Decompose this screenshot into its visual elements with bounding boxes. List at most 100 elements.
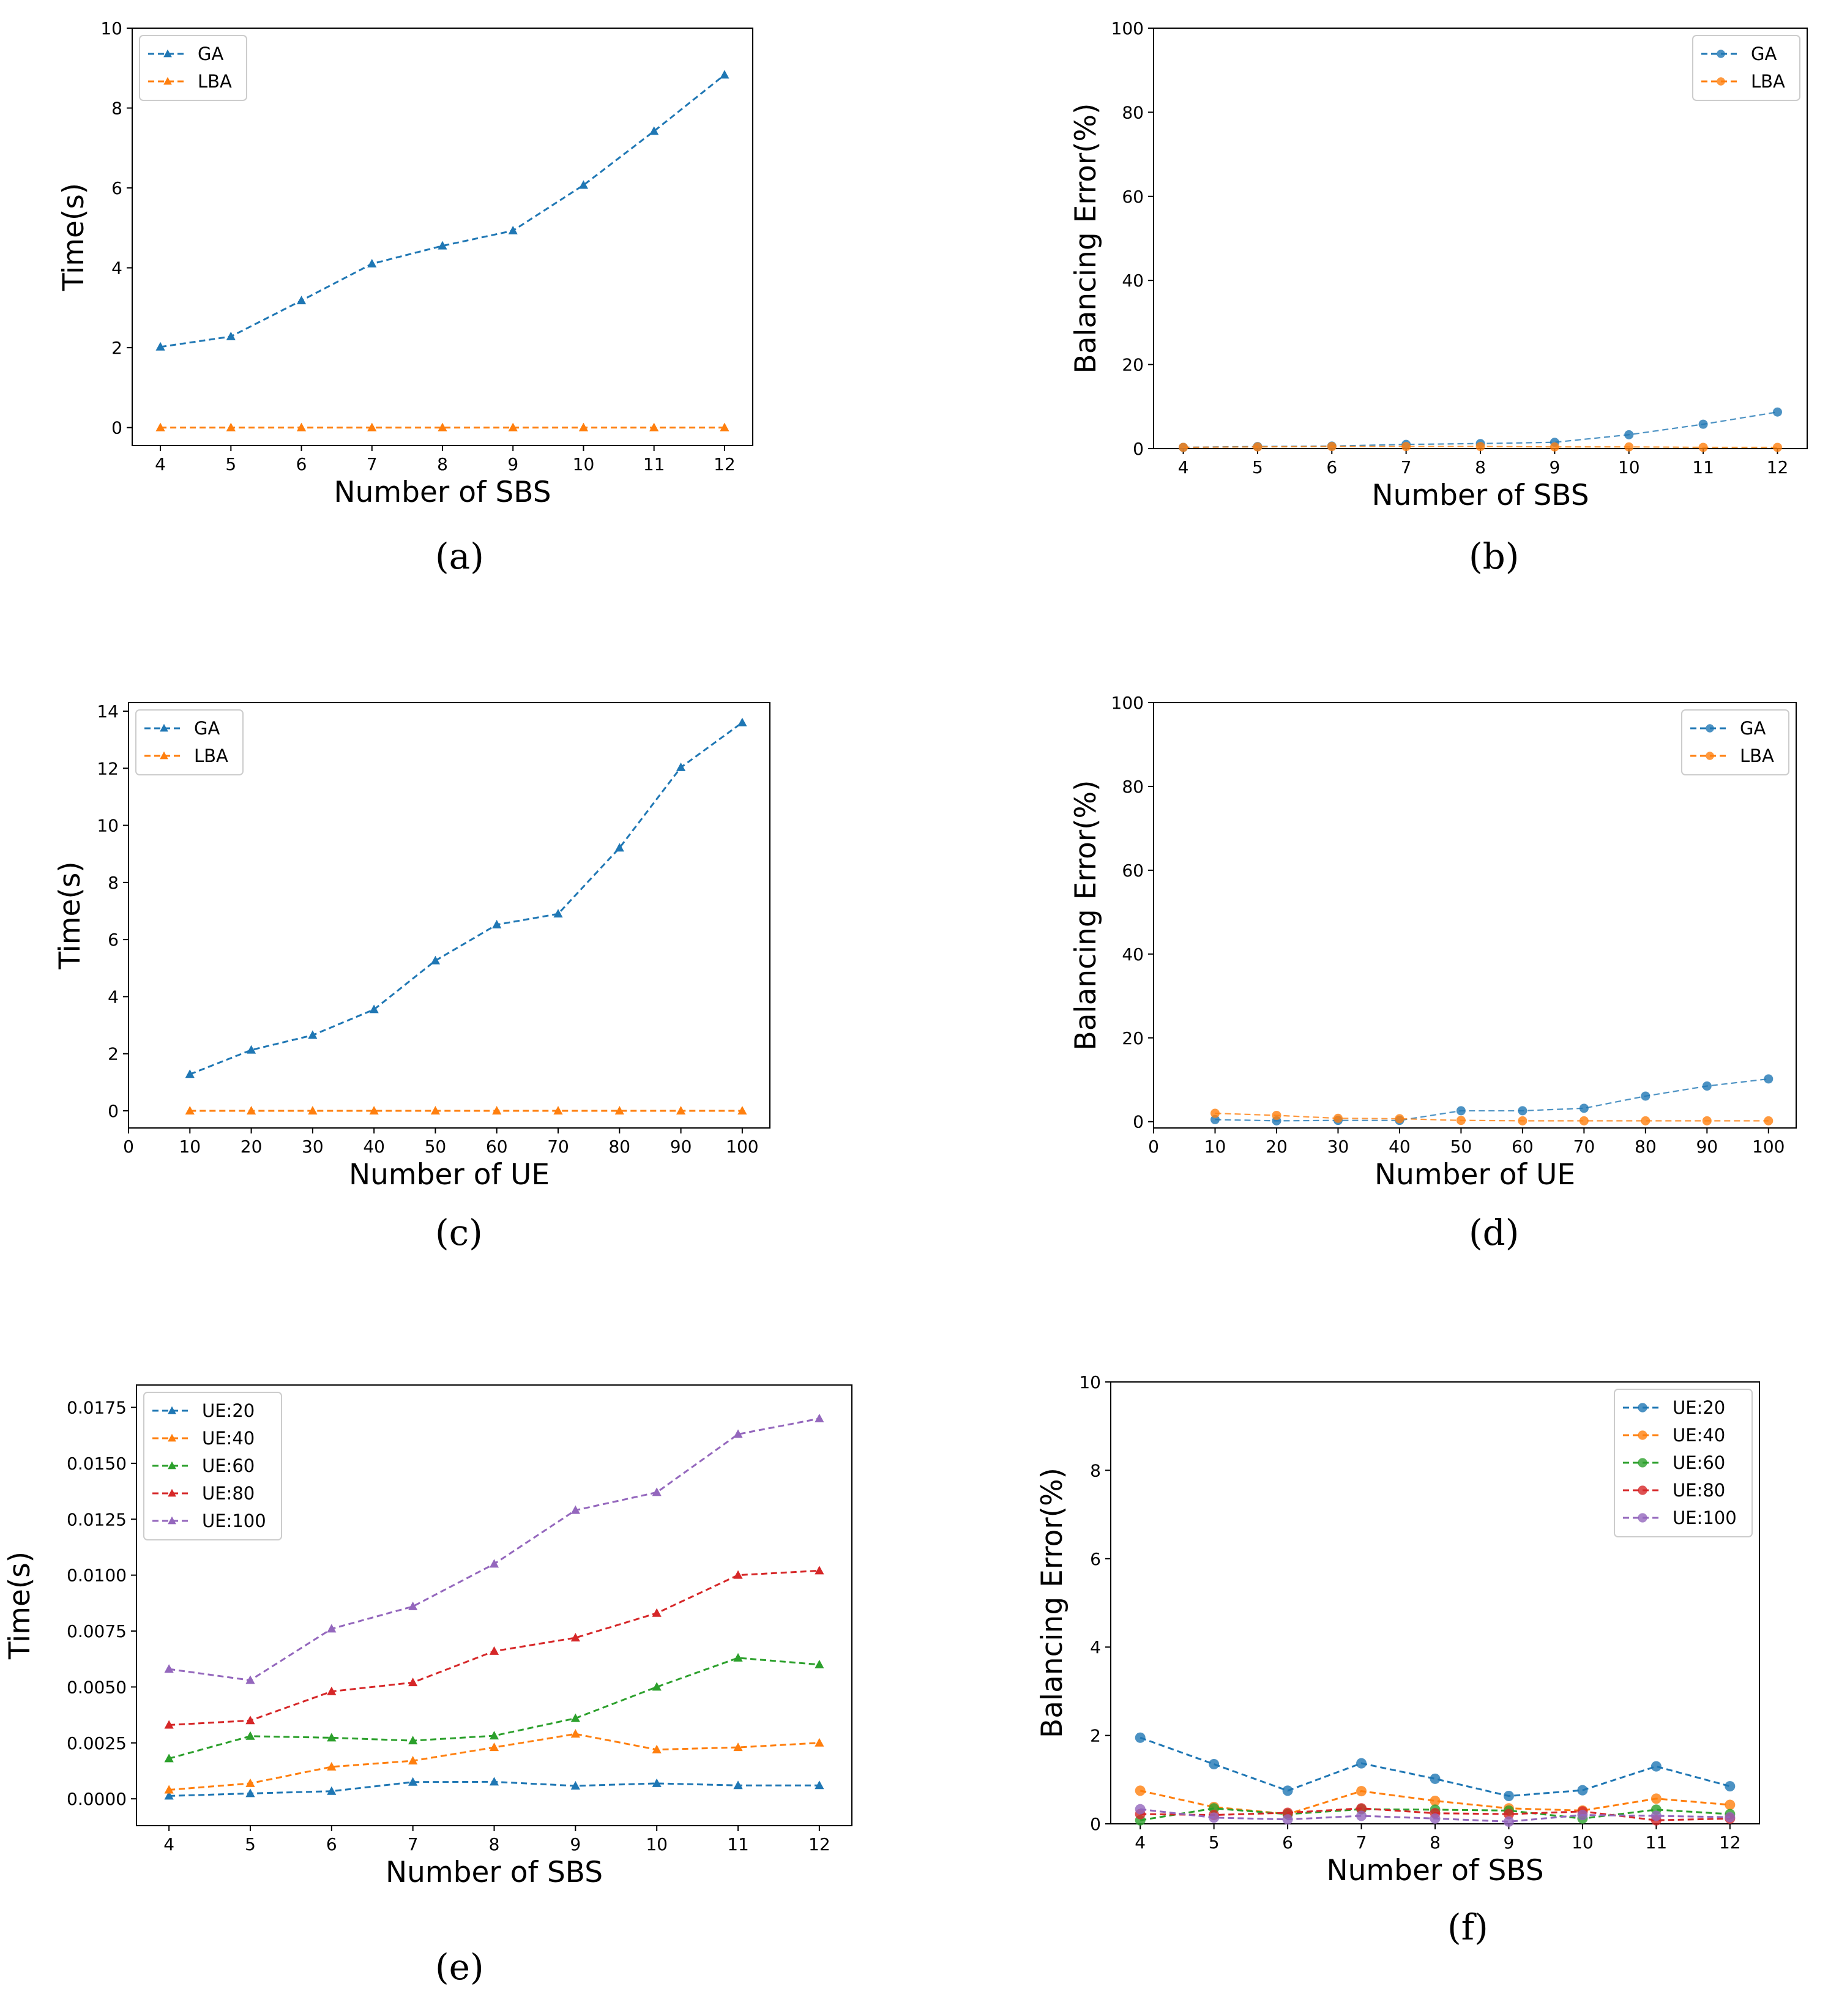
- y-tick-label: 80: [1122, 102, 1144, 122]
- x-tick-label: 10: [573, 454, 595, 474]
- series-lba-line: [1215, 1112, 1769, 1122]
- y-axis-label: Time(s): [57, 183, 91, 291]
- series-lba-point: [720, 422, 729, 431]
- legend-label: UE:40: [1673, 1425, 1725, 1446]
- series-lba-point: [649, 422, 659, 431]
- legend-marker: [1638, 1430, 1647, 1440]
- legend-label: UE:60: [1673, 1452, 1725, 1473]
- series-ue-100-point: [570, 1505, 580, 1514]
- series-ga-point: [226, 331, 236, 340]
- series-ga-point: [1772, 407, 1782, 417]
- x-tick-label: 10: [1204, 1137, 1226, 1157]
- y-tick-label: 2: [111, 338, 122, 358]
- x-tick-label: 11: [1692, 457, 1714, 477]
- x-tick-label: 12: [808, 1834, 830, 1854]
- series-ue-100-point: [815, 1413, 824, 1422]
- series-ue-100-point: [327, 1624, 337, 1633]
- legend: GA LBA: [1692, 35, 1800, 101]
- legend-marker: [160, 723, 168, 732]
- y-axis-label: Time(s): [3, 1551, 37, 1660]
- legend: GA LBA: [1681, 709, 1789, 775]
- caption-c: (c): [435, 1212, 483, 1253]
- x-tick-label: 7: [408, 1834, 419, 1854]
- series-lba-point: [492, 1106, 502, 1115]
- legend-label: LBA: [194, 745, 228, 766]
- y-tick-label: 10: [1079, 1372, 1101, 1392]
- y-tick-label: 0.0025: [67, 1733, 127, 1753]
- x-tick-label: 5: [225, 454, 236, 474]
- y-tick-label: 0.0075: [67, 1621, 127, 1641]
- x-axis-label: Number of UE: [349, 1158, 550, 1192]
- series-ue-20-point: [1430, 1773, 1441, 1784]
- legend-marker: [1638, 1513, 1647, 1523]
- legend: UE:20 UE:40 UE:60 UE:80 UE:100: [143, 1392, 282, 1540]
- x-tick-label: 6: [1326, 457, 1337, 477]
- y-tick-label: 4: [111, 258, 122, 278]
- chart-d: 0 10 20 30 40 50 60 70 80 90 100 0 20 40 60 80 100 Number…: [1069, 693, 1797, 1192]
- series-ue-100-point: [164, 1664, 174, 1673]
- x-tick-label: 10: [1618, 457, 1640, 477]
- series-ue-40-point: [815, 1738, 824, 1747]
- x-tick-label: 9: [1504, 1832, 1515, 1853]
- series-ue-20-point: [815, 1780, 824, 1790]
- series-ga-point: [1641, 1091, 1651, 1101]
- y-tick-label: 14: [97, 701, 119, 722]
- series-ue-60-point: [815, 1659, 824, 1668]
- legend-label: GA: [198, 43, 223, 64]
- series-ga-point: [430, 955, 441, 965]
- x-tick-label: 40: [1389, 1137, 1411, 1157]
- y-tick-label: 4: [108, 987, 119, 1007]
- series-ue-20-point: [1725, 1781, 1736, 1792]
- series-ue-40-point: [1356, 1786, 1367, 1797]
- series-ue-40-point: [652, 1744, 662, 1753]
- series-ue-20-point: [1577, 1785, 1588, 1796]
- series-lba-point: [1272, 1110, 1281, 1120]
- series-ga-point: [578, 180, 589, 189]
- series-lba-point: [1518, 1116, 1528, 1126]
- series-ue-40-point: [408, 1756, 418, 1765]
- y-tick-label: 12: [97, 758, 119, 778]
- x-tick-label: 4: [163, 1834, 174, 1854]
- legend-label: UE:100: [1673, 1507, 1737, 1528]
- series-ue-80-point: [1503, 1809, 1514, 1820]
- x-tick-label: 40: [363, 1137, 385, 1157]
- x-axis-label: Number of SBS: [1326, 1854, 1543, 1887]
- y-tick-label: 6: [1090, 1549, 1101, 1569]
- series-lba-point: [1475, 442, 1485, 452]
- series-lba-point: [614, 1106, 624, 1115]
- x-tick-label: 11: [1646, 1832, 1668, 1853]
- series-ue-40-point: [1725, 1799, 1736, 1810]
- y-tick-label: 4: [1090, 1637, 1101, 1657]
- series-ue-20-point: [408, 1777, 418, 1786]
- series-lba-point: [438, 422, 447, 431]
- series-ue-60-point: [652, 1682, 662, 1691]
- series-ue-80-point: [1356, 1803, 1367, 1814]
- series-lba-point: [430, 1106, 441, 1115]
- series-ga-line: [189, 722, 743, 1075]
- series-ue-60-point: [408, 1736, 418, 1745]
- x-tick-label: 6: [296, 454, 307, 474]
- series-ue-100-point: [1503, 1816, 1514, 1827]
- series-ue-20-point: [1282, 1785, 1293, 1796]
- series-ue-40-point: [1135, 1785, 1146, 1796]
- y-tick-label: 0: [1133, 439, 1144, 459]
- series-lba-point: [676, 1106, 686, 1115]
- series-ue-80-point: [570, 1632, 580, 1641]
- series-ue-60-point: [570, 1713, 580, 1722]
- y-tick-label: 0.0100: [67, 1566, 127, 1586]
- x-tick-label: 8: [489, 1834, 500, 1854]
- series-ue-100-point: [1430, 1813, 1441, 1824]
- y-tick-label: 0: [1090, 1814, 1101, 1834]
- plot-frame: [1153, 702, 1797, 1129]
- series-ue-40-point: [327, 1761, 337, 1771]
- x-tick-label: 0: [123, 1137, 134, 1157]
- y-tick-label: 40: [1122, 944, 1144, 965]
- series-ue-100-point: [733, 1429, 743, 1438]
- y-tick-label: 0.0125: [67, 1509, 127, 1529]
- series-ga-point: [438, 241, 447, 250]
- series-lba-point: [1641, 1116, 1651, 1126]
- series-ue-80-point: [652, 1608, 662, 1617]
- legend-label: UE:80: [202, 1483, 255, 1504]
- y-tick-label: 6: [111, 178, 122, 198]
- series-ga-point: [1210, 1114, 1220, 1124]
